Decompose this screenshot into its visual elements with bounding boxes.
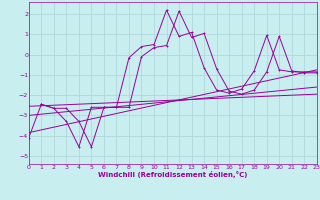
X-axis label: Windchill (Refroidissement éolien,°C): Windchill (Refroidissement éolien,°C) xyxy=(98,171,247,178)
